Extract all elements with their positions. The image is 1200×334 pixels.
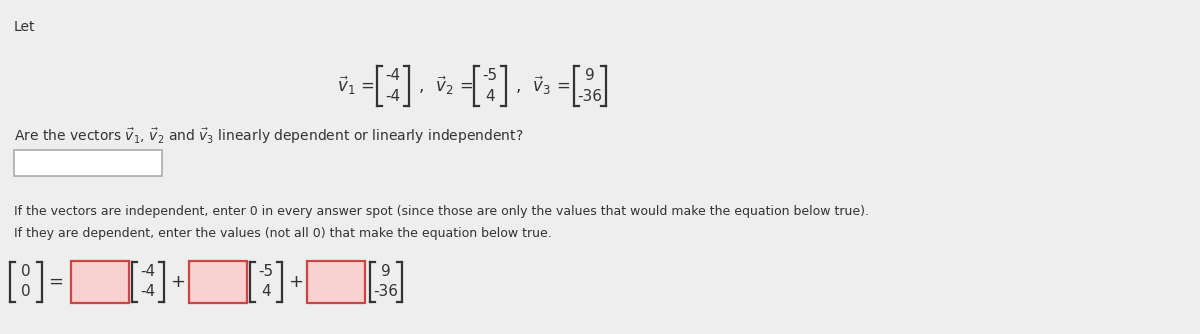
Text: $,\;\;\vec{v}_2 \,=\,$: $,\;\;\vec{v}_2 \,=\,$ [418,75,474,97]
Text: linearly dependent: linearly dependent [22,156,154,170]
Text: $\vec{v}_1 \,=\,$: $\vec{v}_1 \,=\,$ [337,75,374,97]
Text: 9: 9 [382,265,391,280]
Text: If they are dependent, enter the values (not all 0) that make the equation below: If they are dependent, enter the values … [14,227,552,240]
Text: $,\;\;\vec{v}_3 \,=\,$: $,\;\;\vec{v}_3 \,=\,$ [515,75,570,97]
Text: +: + [288,273,304,291]
Text: If the vectors are independent, enter 0 in every answer spot (since those are on: If the vectors are independent, enter 0 … [14,205,869,218]
Text: -36: -36 [577,89,602,104]
Text: -4: -4 [385,89,401,104]
Text: Let: Let [14,20,36,34]
Text: -4: -4 [385,68,401,84]
Text: -5: -5 [258,265,274,280]
Text: Are the vectors $\vec{v}_1$, $\vec{v}_2$ and $\vec{v}_3$ linearly dependent or l: Are the vectors $\vec{v}_1$, $\vec{v}_2$… [14,126,523,146]
Text: -4: -4 [140,265,156,280]
Text: -5: -5 [482,68,498,84]
Text: ∨: ∨ [148,157,156,169]
Text: 0: 0 [22,265,31,280]
Text: 4: 4 [485,89,494,104]
Text: -36: -36 [373,285,398,300]
Text: -4: -4 [140,285,156,300]
Text: 0: 0 [22,285,31,300]
Text: 4: 4 [262,285,271,300]
Text: =: = [48,273,64,291]
Text: 9: 9 [586,68,595,84]
Text: +: + [170,273,186,291]
